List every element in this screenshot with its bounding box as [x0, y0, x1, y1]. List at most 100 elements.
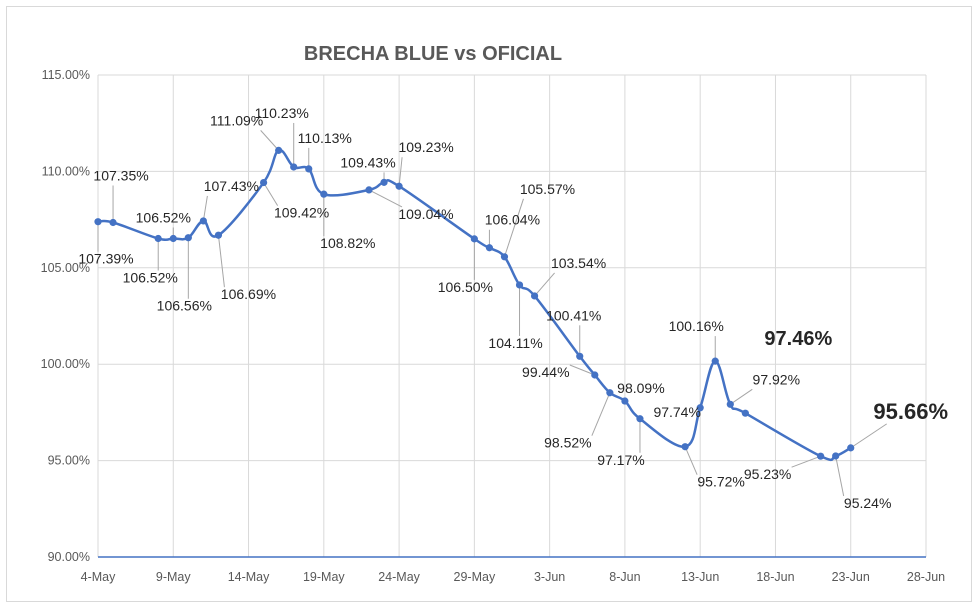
data-point: [847, 444, 855, 452]
x-tick-label: 14-May: [228, 570, 270, 584]
data-label: 108.82%: [320, 235, 375, 251]
y-tick-label: 100.00%: [41, 357, 90, 371]
data-label: 104.11%: [488, 335, 542, 351]
leader-line: [684, 446, 698, 475]
data-label: 97.46%: [764, 328, 832, 350]
y-tick-label: 95.00%: [48, 454, 90, 468]
data-point: [591, 371, 599, 379]
leader-line: [368, 189, 403, 208]
data-label: 110.23%: [255, 105, 309, 121]
data-label: 98.09%: [617, 380, 664, 396]
data-point: [184, 234, 192, 242]
data-label: 103.54%: [551, 255, 606, 271]
data-point: [817, 452, 825, 460]
x-tick-label: 24-May: [378, 570, 420, 584]
data-point: [681, 443, 689, 451]
x-tick-label: 23-Jun: [832, 570, 870, 584]
data-point: [380, 178, 388, 186]
x-tick-label: 4-May: [81, 570, 116, 584]
data-label: 99.44%: [522, 364, 569, 380]
data-label: 95.72%: [697, 474, 744, 490]
data-label: 97.74%: [653, 404, 700, 420]
y-tick-label: 110.00%: [42, 164, 90, 178]
data-label: 106.69%: [221, 286, 276, 302]
tick-labels: 90.00% 95.00% 100.00% 105.00% 110.00% 115.00%…: [41, 68, 946, 584]
chart-title: BRECHA BLUE vs OFICIAL: [304, 43, 562, 65]
x-tick-label: 9-May: [156, 570, 191, 584]
y-tick-label: 90.00%: [48, 550, 90, 564]
data-label: 110.13%: [298, 130, 352, 146]
data-point: [199, 217, 207, 225]
x-tick-label: 18-Jun: [756, 570, 794, 584]
data-point: [169, 234, 177, 243]
chart-frame: [6, 6, 972, 602]
data-label: 111.09%: [210, 112, 263, 128]
data-points: [94, 146, 855, 460]
data-label: 107.39%: [78, 251, 133, 267]
data-point: [621, 397, 629, 405]
data-label: 100.16%: [669, 318, 724, 334]
leader-line: [591, 392, 611, 436]
data-point: [305, 165, 313, 173]
data-point: [94, 218, 102, 226]
data-point: [696, 404, 704, 412]
data-label: 109.04%: [398, 206, 453, 222]
data-point: [320, 190, 328, 198]
leader-lines: [97, 122, 888, 497]
data-label: 95.23%: [744, 466, 791, 482]
x-tick-label: 19-May: [303, 570, 345, 584]
data-label: 106.04%: [485, 212, 540, 228]
data-point: [260, 178, 268, 187]
data-label: 106.52%: [123, 269, 178, 285]
leader-line: [503, 198, 524, 257]
data-label: 106.52%: [136, 209, 191, 225]
data-label: 106.50%: [438, 279, 493, 295]
data-label: 97.17%: [597, 452, 644, 468]
leader-line: [217, 235, 225, 288]
data-point: [576, 352, 584, 360]
data-label: 107.43%: [204, 178, 259, 194]
x-tick-label: 3-Jun: [534, 570, 565, 584]
data-label: 105.57%: [520, 181, 575, 197]
data-point: [530, 292, 539, 300]
data-point: [365, 186, 373, 194]
data-point: [606, 389, 614, 397]
leader-line: [835, 455, 845, 497]
data-point: [109, 218, 117, 227]
data-label: 97.92%: [753, 371, 800, 387]
data-label: 100.41%: [546, 307, 601, 323]
data-point: [290, 163, 298, 171]
data-point: [515, 281, 524, 289]
data-label: 109.23%: [398, 139, 453, 155]
data-label: 95.24%: [844, 495, 891, 511]
data-label: 106.56%: [157, 298, 212, 314]
data-point: [726, 400, 734, 408]
data-point: [711, 357, 719, 365]
grid-lines: [97, 74, 927, 558]
leader-line: [730, 388, 753, 405]
leader-line: [569, 364, 595, 376]
data-point: [636, 415, 644, 423]
leader-line: [202, 195, 208, 222]
data-label: 109.42%: [274, 205, 329, 221]
leader-line: [260, 130, 280, 151]
data-point: [470, 235, 478, 243]
x-tick-label: 29-May: [454, 570, 496, 584]
data-point: [154, 234, 162, 243]
leader-line: [850, 423, 888, 449]
x-tick-label: 13-Jun: [681, 570, 719, 584]
data-label: 95.66%: [873, 399, 948, 424]
data-label: 107.35%: [93, 167, 148, 183]
y-tick-label: 115.00%: [42, 68, 90, 82]
data-point: [275, 146, 283, 154]
data-point: [485, 244, 494, 252]
data-label: 109.43%: [340, 154, 395, 170]
x-tick-label: 8-Jun: [609, 570, 640, 584]
data-point: [832, 452, 840, 460]
leader-line: [791, 455, 821, 468]
y-tick-label: 105.00%: [41, 261, 90, 275]
x-tick-label: 28-Jun: [907, 570, 945, 584]
leader-line: [534, 272, 555, 297]
data-point: [214, 231, 223, 239]
